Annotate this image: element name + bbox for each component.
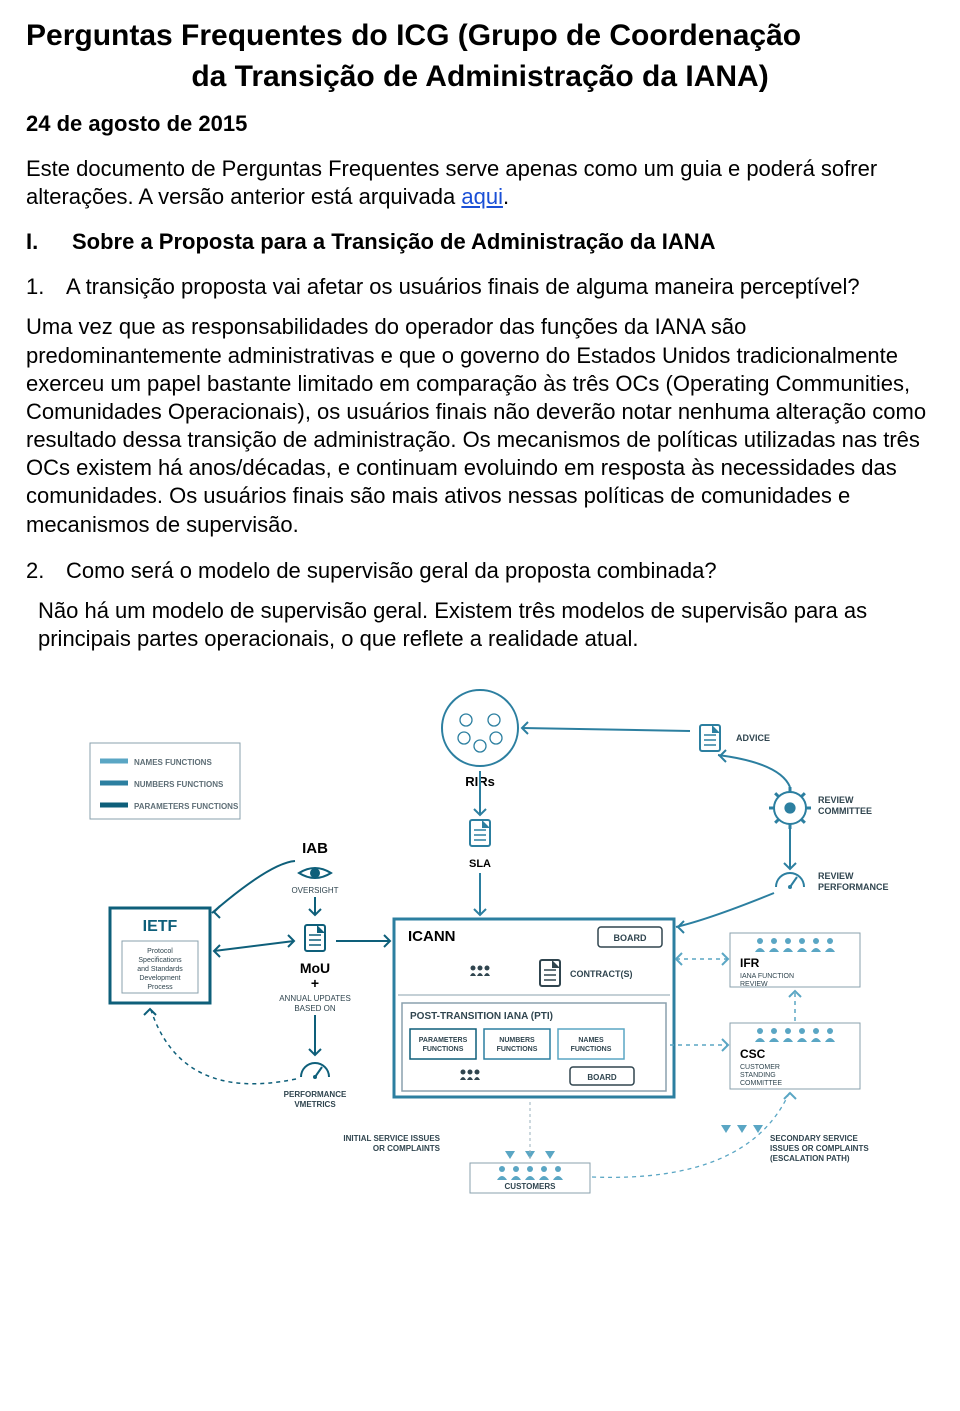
svg-text:CUSTOMERS: CUSTOMERS: [505, 1182, 557, 1191]
section-roman: I.: [26, 229, 72, 255]
svg-text:ICANN: ICANN: [408, 928, 456, 945]
question-2: 2. Como será o modelo de supervisão gera…: [26, 557, 934, 653]
q2-text: Como será o modelo de supervisão geral d…: [66, 557, 717, 585]
svg-text:OVERSIGHT: OVERSIGHT: [291, 886, 338, 895]
svg-text:INITIAL SERVICE ISSUESOR COMPL: INITIAL SERVICE ISSUESOR COMPLAINTS: [343, 1134, 440, 1153]
svg-text:CSC: CSC: [740, 1047, 766, 1061]
svg-text:ANNUAL UPDATESBASED ON: ANNUAL UPDATESBASED ON: [279, 994, 351, 1013]
svg-text:IETF: IETF: [143, 918, 178, 935]
svg-text:PARAMETERS FUNCTIONS: PARAMETERS FUNCTIONS: [134, 802, 239, 811]
q1-number: 1.: [26, 273, 66, 301]
oversight-diagram: NAMES FUNCTIONS NUMBERS FUNCTIONS PARAMETE…: [26, 683, 934, 1203]
svg-text:POST-TRANSITION IANA (PTI): POST-TRANSITION IANA (PTI): [410, 1011, 553, 1022]
q2-number: 2.: [26, 557, 66, 585]
svg-text:NAMES FUNCTIONS: NAMES FUNCTIONS: [134, 758, 212, 767]
title-line1: Perguntas Frequentes do ICG (Grupo de Co…: [26, 19, 801, 52]
document-date: 24 de agosto de 2015: [26, 111, 934, 137]
svg-text:REVIEWCOMMITTEE: REVIEWCOMMITTEE: [818, 795, 872, 816]
svg-text:BOARD: BOARD: [614, 933, 647, 943]
diagram-svg: NAMES FUNCTIONS NUMBERS FUNCTIONS PARAMETE…: [70, 683, 890, 1203]
intro-before: Este documento de Perguntas Frequentes s…: [26, 156, 877, 209]
title-line2: da Transição de Administração da IANA): [26, 57, 934, 98]
svg-text:CONTRACT(S): CONTRACT(S): [570, 969, 633, 979]
svg-text:SLA: SLA: [469, 858, 491, 870]
q1-text: A transição proposta vai afetar os usuár…: [66, 273, 860, 301]
section-heading: I. Sobre a Proposta para a Transição de …: [26, 229, 934, 255]
page-title: Perguntas Frequentes do ICG (Grupo de Co…: [26, 16, 934, 97]
section-title: Sobre a Proposta para a Transição de Adm…: [72, 229, 716, 255]
q2-answer: Não há um modelo de supervisão geral. Ex…: [38, 597, 934, 653]
intro-after: .: [503, 184, 509, 209]
q1-answer: Uma vez que as responsabilidades do oper…: [26, 313, 934, 538]
svg-text:ADVICE: ADVICE: [736, 733, 770, 743]
question-1: 1. A transição proposta vai afetar os us…: [26, 273, 934, 538]
svg-text:SECONDARY SERVICEISSUES OR COM: SECONDARY SERVICEISSUES OR COMPLAINTS(ES…: [770, 1134, 869, 1163]
svg-text:REVIEWPERFORMANCE: REVIEWPERFORMANCE: [818, 871, 889, 892]
svg-text:IAB: IAB: [302, 840, 328, 857]
svg-text:BOARD: BOARD: [587, 1073, 617, 1082]
archive-link[interactable]: aqui: [461, 184, 503, 209]
intro-paragraph: Este documento de Perguntas Frequentes s…: [26, 155, 934, 211]
svg-text:+: +: [311, 975, 319, 991]
svg-text:IFR: IFR: [740, 956, 760, 970]
svg-text:PERFORMANCEVMETRICS: PERFORMANCEVMETRICS: [284, 1090, 347, 1109]
svg-text:MoU: MoU: [300, 960, 330, 976]
svg-text:NUMBERS FUNCTIONS: NUMBERS FUNCTIONS: [134, 780, 224, 789]
